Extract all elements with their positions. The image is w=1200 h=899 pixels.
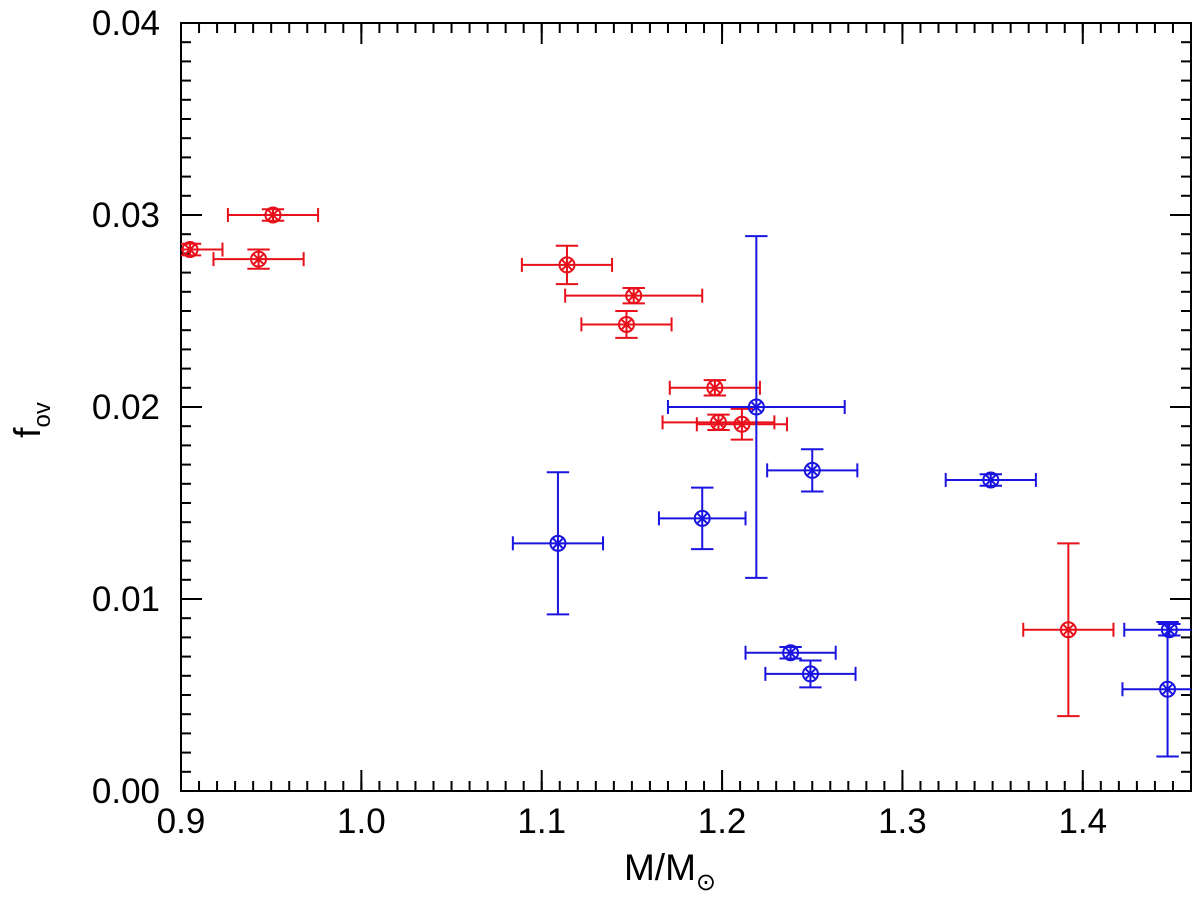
data-point xyxy=(181,241,224,259)
x-axis-title-subscript: ⊙ xyxy=(696,869,716,896)
y-axis-title-main: f xyxy=(7,427,48,438)
data-point xyxy=(564,286,704,305)
point-cross xyxy=(712,416,725,429)
point-cross xyxy=(984,473,997,486)
point-marker xyxy=(558,256,576,274)
point-marker xyxy=(706,379,724,397)
point-cross xyxy=(1163,623,1176,636)
minor-ticks xyxy=(180,22,1192,792)
point-marker xyxy=(549,534,567,552)
data-point xyxy=(212,248,305,270)
y-tick-label: 0.01 xyxy=(92,580,160,619)
point-marker xyxy=(693,509,711,527)
y-tick-label: 0.00 xyxy=(92,772,160,811)
x-tick-label: 1.3 xyxy=(878,802,927,841)
point-marker xyxy=(181,241,199,259)
point-cross xyxy=(266,208,279,222)
x-tick-labels: 0.9 1.0 1.1 1.2 1.3 1.4 xyxy=(157,802,1107,841)
y-tick-label: 0.03 xyxy=(92,196,160,235)
data-point xyxy=(226,206,320,224)
x-tick-label: 1.1 xyxy=(517,802,566,841)
point-marker xyxy=(982,471,1000,489)
point-marker xyxy=(1160,621,1178,639)
x-tick-label: 1.0 xyxy=(337,802,386,841)
y-tick-label: 0.04 xyxy=(92,4,160,43)
data-point xyxy=(511,471,605,616)
series-red xyxy=(181,206,1115,718)
point-cross xyxy=(735,418,748,431)
point-marker xyxy=(264,206,282,224)
data-point xyxy=(580,310,673,339)
point-cross xyxy=(1062,623,1075,636)
plot-frame xyxy=(180,22,1192,792)
data-point xyxy=(657,486,747,551)
point-marker xyxy=(803,461,821,479)
series-blue xyxy=(511,235,1191,758)
point-cross xyxy=(551,537,564,550)
point-cross xyxy=(252,253,265,266)
point-cross xyxy=(784,646,797,659)
x-axis-title: M/M⊙ xyxy=(624,847,716,896)
data-point xyxy=(944,471,1037,489)
point-marker xyxy=(801,665,819,683)
data-point xyxy=(766,448,859,493)
y-tick-label: 0.02 xyxy=(92,388,160,427)
point-marker xyxy=(625,287,643,305)
x-axis-title-main: M/M xyxy=(624,847,696,888)
x-tick-label: 1.2 xyxy=(698,802,747,841)
point-cross xyxy=(1161,683,1174,696)
data-point xyxy=(1121,621,1191,758)
point-marker xyxy=(782,644,800,662)
y-axis-title: fov xyxy=(7,402,56,438)
y-axis-title-subscript: ov xyxy=(29,402,56,427)
point-marker xyxy=(1059,621,1077,639)
point-cross xyxy=(750,400,763,414)
data-point xyxy=(520,244,614,286)
point-marker xyxy=(617,315,635,333)
data-point xyxy=(1022,542,1115,718)
data-point xyxy=(666,235,846,579)
data-point xyxy=(744,644,837,662)
point-marker xyxy=(747,398,765,416)
point-marker xyxy=(733,415,751,433)
data-point xyxy=(764,659,857,689)
point-cross xyxy=(620,318,633,331)
y-tick-labels: 0.00 0.01 0.02 0.03 0.04 xyxy=(92,4,160,811)
point-cross xyxy=(560,258,573,271)
x-tick-label: 0.9 xyxy=(157,802,206,841)
point-cross xyxy=(708,381,721,394)
point-cross xyxy=(696,512,709,525)
data-point xyxy=(661,413,776,432)
point-cross xyxy=(627,289,640,302)
data-point xyxy=(668,379,761,397)
data-point xyxy=(1123,621,1191,639)
point-marker xyxy=(1159,680,1177,698)
data-point xyxy=(695,407,788,441)
point-cross xyxy=(184,243,197,256)
point-cross xyxy=(804,667,817,680)
x-tick-label: 1.4 xyxy=(1058,802,1107,841)
point-cross xyxy=(806,464,819,477)
point-marker xyxy=(709,413,727,431)
data-points xyxy=(181,206,1191,758)
point-marker xyxy=(250,250,268,268)
